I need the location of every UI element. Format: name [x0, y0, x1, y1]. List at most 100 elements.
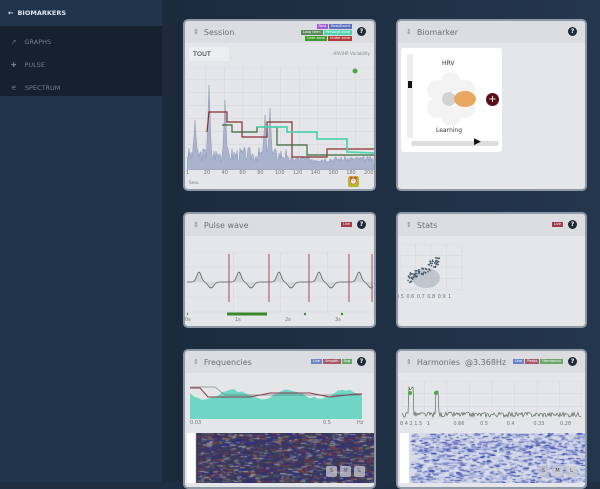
tag-avg[interactable]: Avg — [342, 359, 352, 364]
biomarker-card: ⇕Biomarker? HRV Learning + ▶ — [396, 19, 587, 191]
zoom-s-button[interactable]: S — [326, 466, 337, 477]
legend-tag[interactable]: Long term — [301, 30, 323, 35]
back-label: BIOMARKERS — [17, 9, 66, 17]
sort-handle-icon[interactable]: ⇕ — [193, 28, 199, 36]
x-tick: 8 4 2 1.5 — [400, 421, 422, 427]
scatter-point — [428, 268, 430, 270]
help-icon[interactable]: ? — [357, 220, 366, 229]
x-tick: Hz — [357, 420, 363, 426]
sort-handle-icon[interactable]: ⇕ — [406, 221, 412, 229]
scatter-point — [419, 271, 421, 273]
scatter-point — [430, 261, 432, 263]
card-title: Frequencies — [204, 358, 252, 367]
marker-dot — [341, 313, 343, 315]
live-tag[interactable]: Live — [552, 222, 563, 227]
sidebar-item-graphs[interactable]: ↗GRAPHS — [0, 30, 162, 53]
legend-tag[interactable]: Personal zone — [324, 30, 352, 35]
learning-label: Learning — [436, 127, 462, 134]
tag-peaks[interactable]: Peaks — [525, 359, 539, 364]
sort-handle-icon[interactable]: ⇕ — [193, 358, 199, 366]
scatter-point — [418, 269, 420, 271]
scatter-point — [414, 272, 416, 274]
scatter-point — [414, 270, 416, 272]
tag-harmonics[interactable]: Harmonics — [540, 359, 563, 364]
biomarker-widget: HRV Learning + ▶ — [401, 48, 502, 152]
scatter-point — [435, 260, 437, 262]
x-tick: 160 — [328, 170, 338, 176]
scatter-point — [435, 257, 437, 259]
legend-tag[interactable]: Over zone — [305, 36, 327, 41]
sort-handle-icon[interactable]: ⇕ — [406, 28, 412, 36]
scatter-point — [436, 257, 438, 259]
zoom-m-button[interactable]: M — [552, 466, 563, 477]
x-tick: 3s — [335, 317, 341, 323]
session-chart — [187, 67, 374, 170]
live-tag[interactable]: Live — [341, 222, 352, 227]
range-dropdown[interactable]: TOUT — [189, 47, 229, 61]
add-button[interactable]: + — [486, 93, 499, 106]
x-tick: 40 — [222, 170, 228, 176]
tag-smooth[interactable]: Smooth — [323, 359, 341, 364]
tag-live[interactable]: Live — [311, 359, 322, 364]
help-icon[interactable]: ? — [357, 27, 366, 36]
card-title: Session — [204, 28, 235, 37]
scatter-point — [408, 275, 410, 277]
x-tick: 0.7 — [417, 294, 425, 300]
sidebar-item-pulse[interactable]: ✚PULSE — [0, 53, 162, 76]
zoom-l-button[interactable]: L — [566, 466, 577, 477]
label: GRAPHS — [24, 38, 51, 46]
scatter-point — [416, 270, 418, 272]
x-tick: 0.5 — [396, 294, 404, 300]
x-tick: 0.6 — [406, 294, 414, 300]
x-tick: 100 — [275, 170, 285, 176]
help-icon[interactable]: ? — [568, 220, 577, 229]
zoom-l-button[interactable]: L — [354, 466, 365, 477]
card-title: Pulse wave — [204, 221, 249, 230]
sidebar-item-spectrum[interactable]: ⚟SPECTRUM — [0, 76, 162, 99]
level-slider[interactable] — [407, 54, 413, 138]
tag-live[interactable]: Live — [513, 359, 524, 364]
alarm-button[interactable]: ⏰ — [348, 176, 359, 187]
frequency-readout: @3.368Hz — [465, 358, 506, 367]
timeline-track[interactable] — [411, 141, 499, 146]
x-tick: 0.5 — [480, 421, 488, 427]
help-icon[interactable]: ? — [568, 27, 577, 36]
scatter-point — [437, 261, 439, 263]
scatter-point — [421, 273, 423, 275]
x-tick: 20 — [204, 170, 210, 176]
peak-marker — [408, 391, 412, 395]
flower-icon — [423, 72, 485, 126]
legend-tag[interactable]: Rest — [317, 24, 329, 29]
spectrum-icon: ⚟ — [11, 84, 17, 92]
sort-handle-icon[interactable]: ⇕ — [193, 221, 199, 229]
help-icon[interactable]: ? — [568, 357, 577, 366]
scatter-chart — [400, 244, 470, 294]
x-tick: 0.33 — [533, 421, 544, 427]
scatter-point — [429, 264, 431, 266]
legend-tag[interactable]: Under zone — [328, 36, 352, 41]
help-icon[interactable]: ? — [357, 357, 366, 366]
card-title: Harmonies — [417, 358, 460, 367]
scatter-point — [411, 280, 413, 282]
card-title: Stats — [417, 221, 437, 230]
x-tick: 0.03 — [190, 420, 201, 426]
scatter-point — [413, 277, 415, 279]
x-tick: 80 — [257, 170, 263, 176]
scatter-point — [410, 272, 412, 274]
zoom-m-button[interactable]: M — [340, 466, 351, 477]
play-icon[interactable]: ▶ — [474, 137, 481, 147]
back-link[interactable]: ←BIOMARKERS — [0, 0, 162, 26]
pulse-chart — [187, 252, 374, 322]
scatter-point — [432, 259, 434, 261]
legend-tag[interactable]: Rest/Event — [329, 24, 352, 29]
sidebar: ←BIOMARKERS ↗GRAPHS ✚PULSE ⚟SPECTRUM — [0, 0, 162, 482]
scatter-point — [422, 272, 424, 274]
zoom-s-button[interactable]: S — [538, 466, 549, 477]
scatter-point — [429, 263, 431, 265]
x-tick: 0.5 — [323, 420, 331, 426]
sort-handle-icon[interactable]: ⇕ — [406, 358, 412, 366]
scatter-point — [409, 274, 411, 276]
harmonic-line — [402, 387, 581, 417]
